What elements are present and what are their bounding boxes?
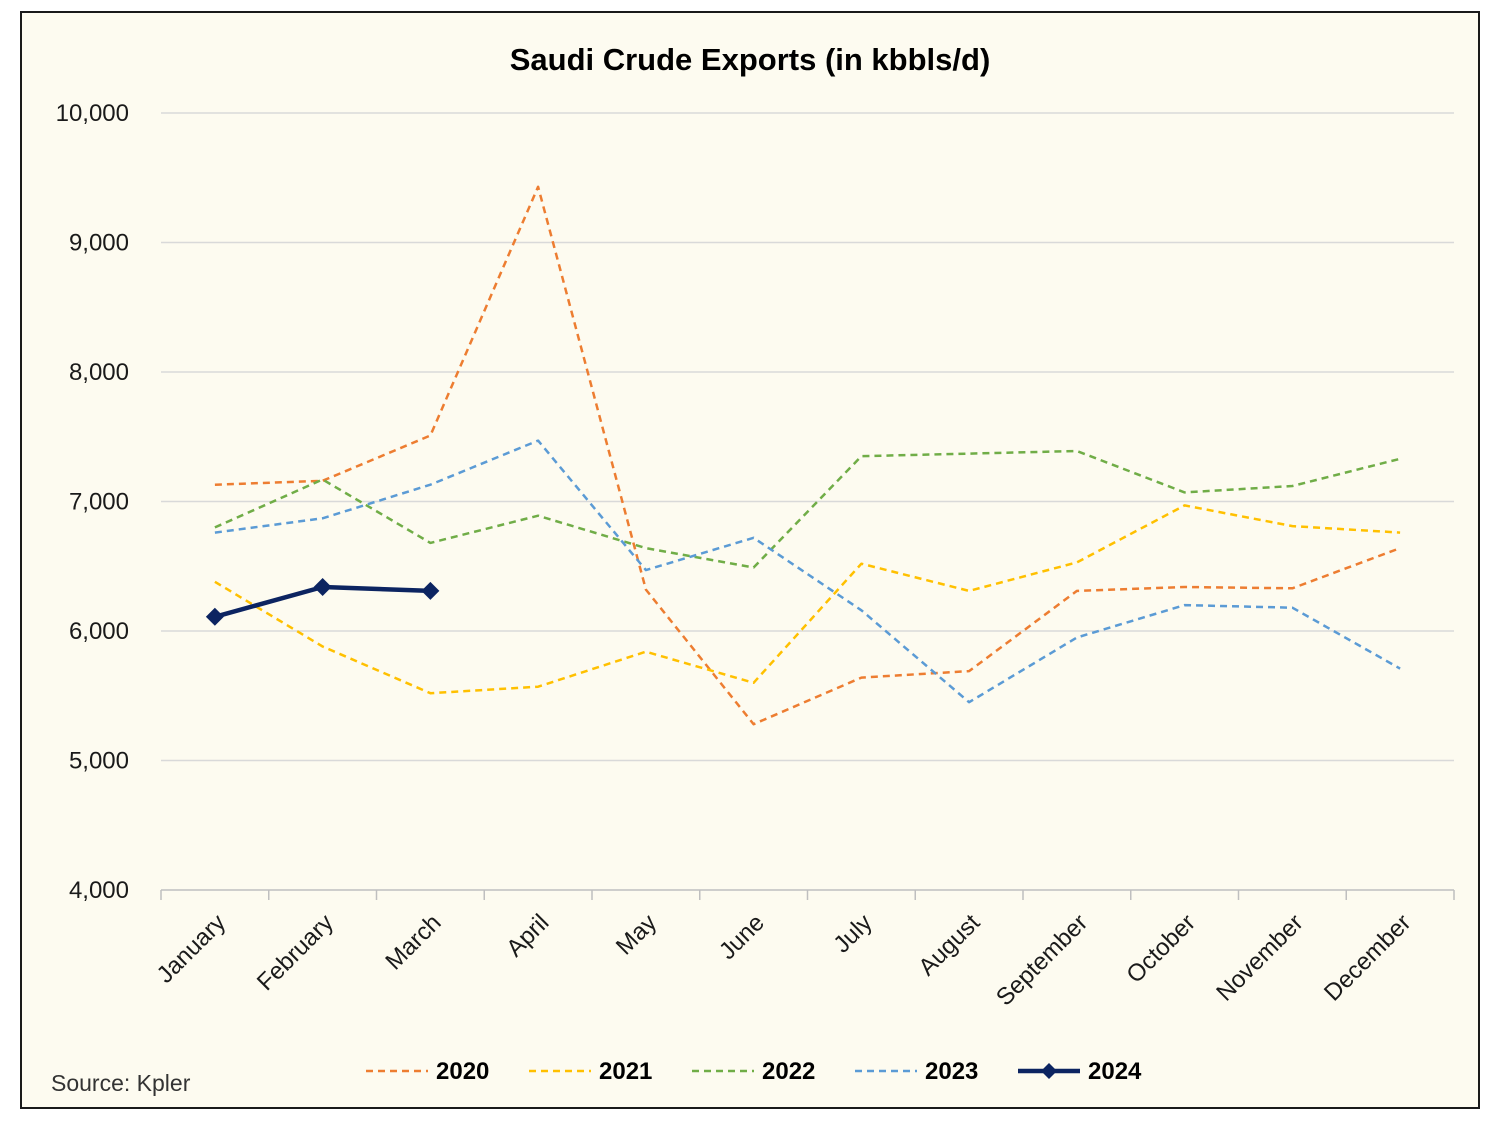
series-lines: [205, 185, 1401, 726]
x-tick-label: November: [1211, 909, 1308, 1006]
y-tick-label: 8,000: [69, 359, 129, 386]
source-note: Source: Kpler: [51, 1070, 191, 1096]
legend-marker: [1041, 1063, 1057, 1079]
legend-label: 2022: [762, 1058, 815, 1085]
legend-item-2021: 2021: [529, 1058, 652, 1085]
legend-item-2024: 2024: [1018, 1058, 1142, 1085]
y-tick-label: 4,000: [69, 877, 129, 904]
legend-label: 2020: [436, 1058, 489, 1085]
x-tick-label: January: [152, 909, 231, 988]
series-line-2020: [214, 185, 1401, 726]
series-line-2022: [214, 449, 1401, 569]
legend: 2020 2021 2022 2023 2024: [366, 1058, 1142, 1085]
y-axis-tick-labels: 4,000 5,000 6,000 7,000 8,000 9,000 10,000: [56, 100, 129, 904]
data-point-2024: [313, 577, 332, 596]
legend-item-2020: 2020: [366, 1058, 489, 1085]
y-tick-label: 9,000: [69, 230, 129, 257]
legend-item-2022: 2022: [692, 1058, 815, 1085]
legend-label: 2023: [925, 1058, 978, 1085]
series-line-2021: [214, 504, 1401, 695]
series-2021: [214, 504, 1401, 695]
data-point-2024: [421, 581, 440, 600]
y-tick-label: 7,000: [69, 489, 129, 516]
x-tick-label: October: [1121, 909, 1200, 988]
gridlines: [161, 112, 1454, 762]
chart-title: Saudi Crude Exports (in kbbls/d): [510, 42, 991, 77]
x-tick-label: April: [501, 909, 554, 962]
x-axis-tick-labels: January February March April May June July Augu…: [152, 909, 1417, 1011]
y-tick-label: 6,000: [69, 618, 129, 645]
series-line-2023: [214, 439, 1401, 704]
legend-label: 2024: [1088, 1058, 1142, 1085]
y-tick-label: 5,000: [69, 748, 129, 775]
x-axis: [160, 889, 1455, 900]
x-tick-label: June: [714, 909, 770, 965]
legend-label: 2021: [599, 1058, 652, 1085]
series-2020: [214, 185, 1401, 726]
x-tick-label: August: [913, 909, 985, 981]
data-point-2024: [205, 607, 224, 626]
series-2022: [214, 449, 1401, 569]
x-tick-label: February: [252, 909, 339, 996]
series-2023: [214, 439, 1401, 704]
x-tick-label: December: [1319, 909, 1416, 1006]
legend-item-2023: 2023: [855, 1058, 978, 1085]
x-tick-label: September: [991, 909, 1093, 1011]
chart-frame: Saudi Crude Exports (in kbbls/d) 4,000 5,…: [20, 11, 1480, 1109]
x-tick-label: July: [828, 909, 877, 958]
line-chart: Saudi Crude Exports (in kbbls/d) 4,000 5,…: [51, 42, 1455, 1096]
x-tick-label: May: [611, 909, 662, 960]
y-tick-label: 10,000: [56, 100, 129, 127]
x-tick-label: March: [380, 909, 446, 975]
series-2024: [205, 577, 440, 626]
